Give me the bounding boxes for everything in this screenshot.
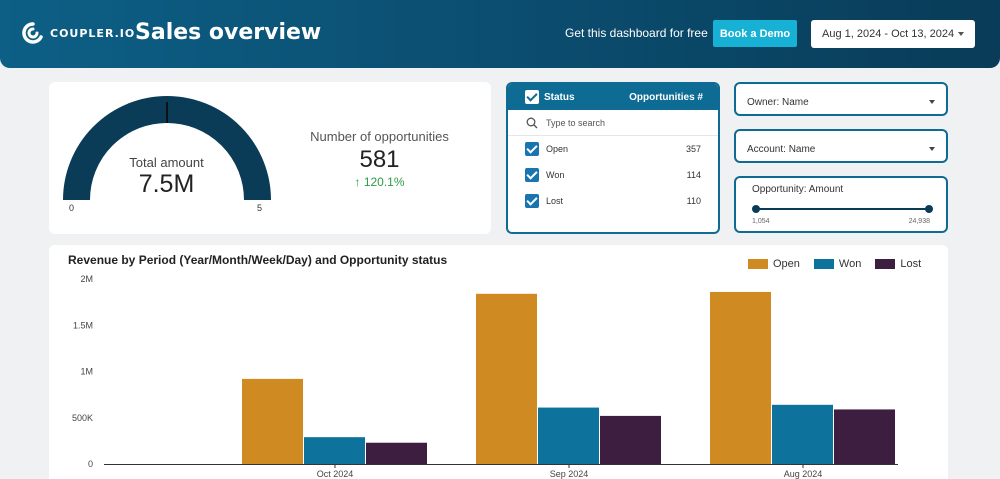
status-option-count: 114: [686, 170, 701, 180]
bar-open[interactable]: [242, 378, 303, 464]
bar-won[interactable]: [772, 404, 833, 464]
owner-filter-label: Owner: Name: [747, 97, 809, 108]
legend-swatch-won: [813, 259, 834, 269]
gauge-max: 5: [257, 203, 263, 213]
y-tick-label: 1.5M: [73, 320, 93, 330]
amount-slider-filter: Opportunity: Amount 1,054 24,938: [734, 176, 948, 233]
opportunities-label: Number of opportunities: [310, 129, 449, 144]
legend-item-won[interactable]: Won: [813, 258, 862, 270]
opportunities-column-header[interactable]: Opportunities #: [629, 92, 703, 103]
bar-open[interactable]: [710, 291, 771, 464]
chevron-down-icon: [958, 32, 964, 36]
select-all-checkbox[interactable]: [525, 90, 539, 104]
arrow-up-icon: ↑: [354, 175, 361, 189]
chevron-down-icon: [929, 147, 935, 151]
status-option-won[interactable]: Won 114: [508, 162, 718, 188]
chevron-down-icon: [929, 100, 935, 104]
y-tick-label: 2M: [80, 274, 93, 284]
gauge-min: 0: [69, 203, 75, 213]
date-range-value: Aug 1, 2024 - Oct 13, 2024: [822, 28, 955, 40]
open-checkbox[interactable]: [525, 142, 539, 156]
opportunities-delta-value: 120.1%: [363, 175, 405, 189]
coupler-logo-icon: [22, 22, 43, 44]
book-demo-button[interactable]: Book a Demo: [713, 20, 797, 47]
bar-lost[interactable]: [834, 409, 895, 464]
y-tick-label: 1M: [80, 367, 93, 377]
chart-legend: Open Won Lost: [748, 258, 921, 270]
legend-label-open: Open: [773, 258, 800, 270]
gauge-label: Total amount: [129, 155, 204, 170]
status-column-header[interactable]: Status: [544, 92, 575, 103]
account-filter[interactable]: Account: Name: [734, 129, 948, 163]
amount-slider-min: 1,054: [752, 218, 770, 225]
status-option-count: 357: [685, 144, 701, 154]
legend-item-lost[interactable]: Lost: [875, 258, 921, 270]
revenue-bar-chart: 0 500K 1M 1.5M 2M Oct 2024 Sep 2024 Aug 2024: [72, 274, 898, 479]
coupler-logo[interactable]: COUPLER.IO: [22, 22, 135, 44]
status-search[interactable]: Type to search: [508, 110, 718, 136]
total-amount-gauge: [63, 96, 271, 201]
legend-label-lost: Lost: [900, 258, 922, 270]
status-filter-header: Status Opportunities #: [508, 84, 718, 110]
amount-slider-min-handle[interactable]: [752, 205, 760, 213]
scorecard-panel: Total amount 7.5M 0 5 Number of opportun…: [49, 82, 491, 234]
legend-item-open[interactable]: Open: [748, 258, 800, 270]
bar-lost[interactable]: [366, 442, 427, 464]
won-checkbox[interactable]: [525, 168, 539, 182]
account-filter-label: Account: Name: [747, 144, 816, 155]
status-option-count: 110: [686, 196, 701, 206]
legend-label-won: Won: [838, 258, 862, 270]
search-placeholder: Type to search: [546, 118, 606, 128]
x-tick-label: Aug 2024: [784, 469, 823, 479]
y-tick-label: 500K: [72, 413, 93, 423]
amount-slider-label: Opportunity: Amount: [752, 184, 844, 195]
legend-swatch-open: [748, 259, 768, 269]
get-dashboard-link[interactable]: Get this dashboard for free: [565, 26, 708, 40]
x-tick-label: Sep 2024: [550, 469, 589, 479]
search-icon: [526, 117, 538, 129]
chart-title: Revenue by Period (Year/Month/Week/Day) …: [68, 253, 448, 267]
bar-won[interactable]: [538, 407, 599, 464]
status-option-label: Open: [546, 144, 569, 154]
legend-swatch-lost: [875, 259, 896, 269]
amount-slider-max: 24,938: [908, 218, 930, 225]
dashboard-header: COUPLER.IO Sales overview Get this dashb…: [0, 0, 1000, 68]
lost-checkbox[interactable]: [525, 194, 539, 208]
logo-text: COUPLER.IO: [50, 26, 136, 40]
status-option-lost[interactable]: Lost 110: [508, 188, 718, 214]
opportunities-value: 581: [359, 146, 400, 173]
owner-filter[interactable]: Owner: Name: [734, 82, 948, 116]
bar-open[interactable]: [476, 293, 537, 464]
y-tick-label: 0: [88, 459, 93, 469]
bar-lost[interactable]: [600, 415, 661, 464]
revenue-chart-card: Revenue by Period (Year/Month/Week/Day) …: [49, 245, 948, 479]
amount-slider-track[interactable]: [756, 208, 929, 210]
gauge-value: 7.5M: [138, 170, 195, 198]
amount-slider-max-handle[interactable]: [925, 205, 933, 213]
x-tick-label: Oct 2024: [317, 469, 354, 479]
status-option-open[interactable]: Open 357: [508, 136, 718, 162]
status-option-label: Lost: [546, 196, 564, 206]
status-filter: Status Opportunities # Type to search Op…: [506, 82, 720, 234]
date-range-picker[interactable]: Aug 1, 2024 - Oct 13, 2024: [811, 20, 975, 48]
opportunities-delta: ↑ 120.1%: [302, 175, 457, 189]
page-title: Sales overview: [135, 20, 322, 45]
status-option-label: Won: [546, 170, 565, 180]
bar-won[interactable]: [304, 437, 365, 464]
